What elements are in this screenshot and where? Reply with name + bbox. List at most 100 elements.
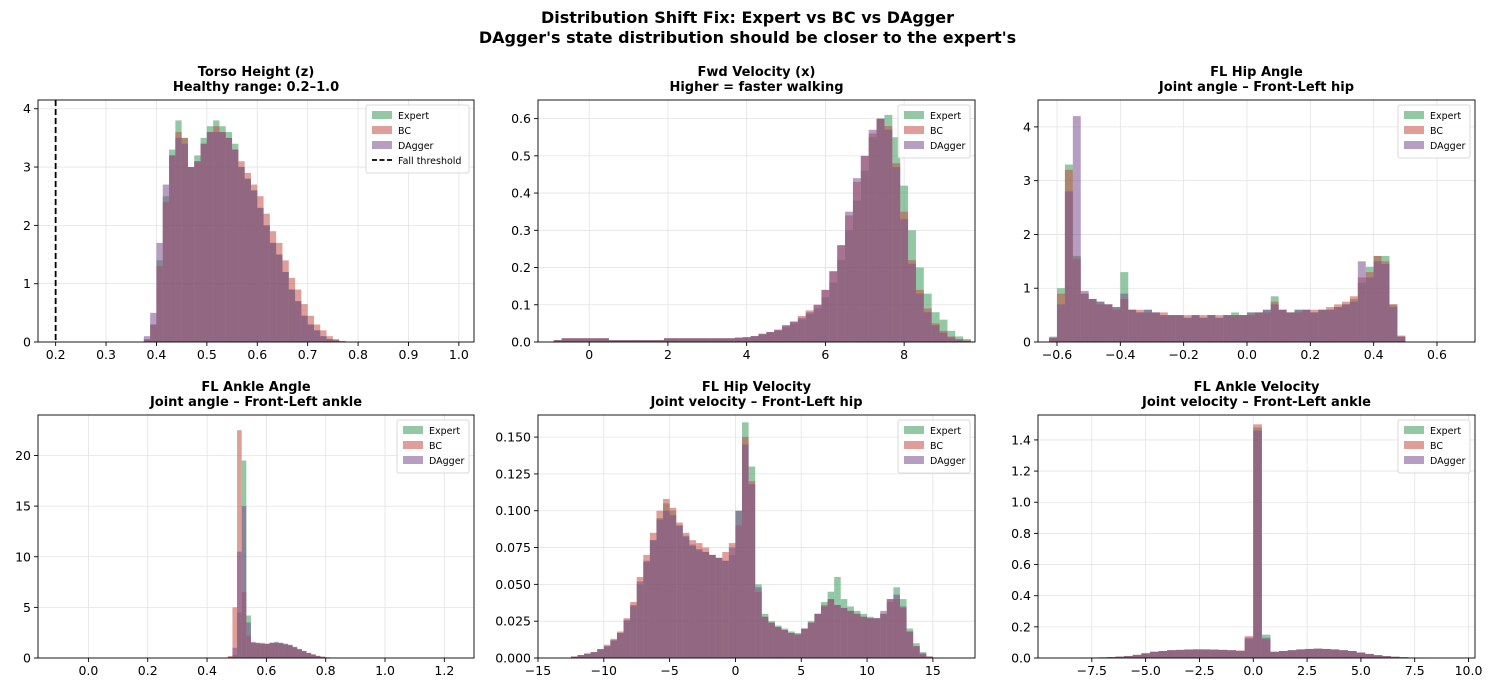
bar-dagger [1132,654,1142,658]
subplot-title: Fwd Velocity (x) [698,65,816,80]
legend-label: Expert [1430,111,1461,122]
legend-label: DAgger [429,456,465,467]
bar-dagger [624,340,633,342]
bar-dagger [241,506,247,658]
bar-dagger [827,599,835,658]
bar-dagger [156,242,163,342]
y-tick-label: 0.125 [495,466,531,481]
legend-label: BC [398,126,411,137]
bar-dagger [1339,650,1348,658]
x-tick-label: 0.6 [256,663,276,678]
legend-label: Expert [930,426,961,437]
x-tick-label: −0.6 [1042,347,1072,362]
x-tick-label: 0.2 [138,663,158,678]
x-tick-label: −10 [591,663,617,678]
y-tick-label: 0.2 [1011,619,1031,634]
histogram-bars [227,430,339,658]
bar-dagger [703,338,712,342]
bar-dagger [269,242,277,342]
subplot-title: FL Hip Velocity [702,380,812,395]
legend-label: DAgger [1430,141,1466,152]
subplot-subtitle: Higher = faster walking [669,80,843,95]
x-tick-label: 2 [664,347,672,362]
bar-dagger [923,312,932,342]
bar-dagger [1356,652,1366,658]
bar-dagger [1152,312,1160,342]
y-tick-label: 0.2 [511,260,531,275]
bar-dagger [1261,637,1271,658]
bar-dagger [1397,336,1406,342]
bar-dagger [1104,304,1113,342]
bar-dagger [669,515,677,658]
bar-dagger [761,616,769,658]
x-tick-label: 0.7 [298,347,318,362]
x-tick-label: −15 [525,663,551,678]
bar-dagger [1304,648,1314,658]
bar-dagger [282,272,289,342]
bar-dagger [1223,315,1232,342]
bar-dagger [788,632,795,658]
x-tick-label: 0.8 [348,347,368,362]
y-tick-label: 3 [23,160,31,175]
bar-dagger [283,643,288,658]
y-tick-label: 0.4 [1011,588,1031,603]
bar-dagger [593,338,601,342]
legend-swatch-expert [1404,426,1424,434]
y-tick-label: 0.000 [495,651,531,666]
bar-dagger [913,646,920,658]
bar-dagger [768,622,775,658]
legend-box [365,104,470,174]
bar-dagger [774,627,782,658]
bar-dagger [876,118,885,342]
bar-dagger [837,245,846,342]
bar-dagger [1262,309,1271,342]
bar-dagger [1192,649,1202,658]
bar-dagger [915,293,924,342]
x-tick-label: 0.0 [1237,347,1257,362]
bar-dagger [1349,301,1358,342]
bar-dagger [847,610,854,658]
subplot-subtitle: Joint velocity – Front-Left ankle [1141,395,1371,410]
bar-dagger [320,656,325,658]
bar-dagger [908,263,916,342]
bar-dagger [1199,317,1208,342]
bar-bc [232,607,238,658]
bar-dagger [1064,191,1073,342]
legend-swatch-dagger [372,141,392,149]
legend-swatch-dagger [904,141,924,149]
bar-dagger [1391,656,1400,658]
bar-dagger [805,312,814,342]
bar-dagger [213,132,220,342]
bar-dagger [232,149,239,342]
bar-dagger [1247,312,1255,342]
bar-dagger [616,340,625,342]
bar-dagger [919,653,927,658]
legend-label: Expert [1430,426,1461,437]
bar-dagger [807,622,815,658]
histogram-bars [143,120,346,342]
bar-dagger [1149,651,1159,658]
bar-dagger [313,330,321,342]
bar-dagger [569,338,578,342]
bar-dagger [715,557,723,658]
bar-dagger [237,551,242,658]
x-tick-label: 0.2 [1300,347,1320,362]
legend-label: BC [1430,441,1443,452]
bar-dagger [561,338,570,342]
bar-dagger [260,643,265,658]
subplot-title: Torso Height (z) [198,65,315,80]
bar-dagger [1106,657,1116,658]
y-tick-label: 1.2 [1011,464,1031,479]
y-tick-label: 0.075 [495,540,531,555]
x-tick-label: 6 [821,347,829,362]
x-tick-label: 2.5 [1297,663,1317,678]
bar-dagger [1389,307,1398,342]
y-tick-label: 3 [1023,173,1031,188]
bar-dagger [1049,337,1057,342]
y-tick-label: 0.3 [511,223,531,238]
bar-dagger [755,587,762,658]
y-tick-label: 0.025 [495,614,531,629]
legend-swatch-dagger [1404,456,1424,464]
bar-dagger [1326,309,1335,342]
bar-dagger [616,632,624,658]
